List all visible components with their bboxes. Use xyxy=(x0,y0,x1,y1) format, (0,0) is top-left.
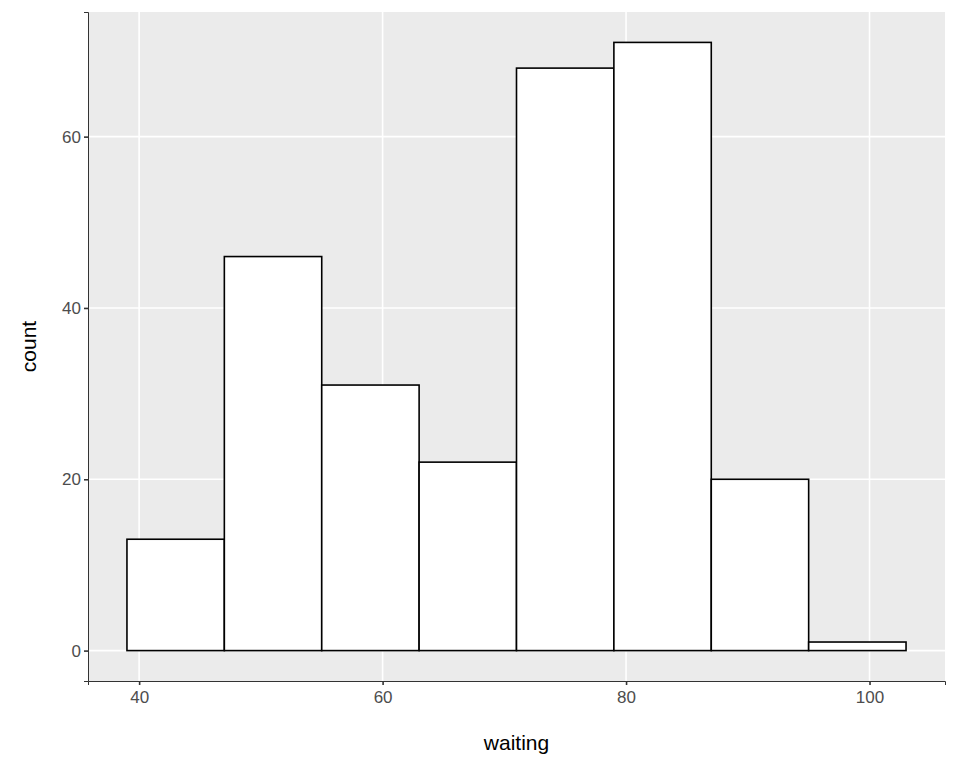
x-tick: 60 xyxy=(374,681,393,707)
plot: 40 60 80 100 0 20 40 60 xyxy=(62,12,945,707)
bars xyxy=(127,42,906,650)
x-tick: 100 xyxy=(856,681,884,707)
panel-background xyxy=(88,12,945,681)
x-tick-mark xyxy=(382,681,384,685)
histogram-bar xyxy=(127,539,224,650)
x-tick: 40 xyxy=(130,681,149,707)
x-tick-label: 80 xyxy=(617,688,636,707)
histogram-bar xyxy=(711,479,808,650)
x-tick-mark xyxy=(139,681,141,685)
x-axis-title: waiting xyxy=(483,731,549,754)
grid-line-x xyxy=(869,12,871,681)
y-tick-mark xyxy=(84,136,88,138)
y-tick: 20 xyxy=(62,470,88,489)
x-tick-mark xyxy=(626,681,628,685)
x-tick: 80 xyxy=(617,681,636,707)
histogram-bar xyxy=(224,257,321,651)
histogram-bar xyxy=(809,642,906,651)
x-tick-mark xyxy=(869,681,871,685)
histogram-bar xyxy=(322,385,419,651)
chart: 40 60 80 100 0 20 40 60 waiting count xyxy=(0,0,960,768)
y-axis: 0 20 40 60 xyxy=(62,13,88,682)
y-tick-mark xyxy=(84,650,88,652)
y-tick: 60 xyxy=(62,128,88,147)
y-tick-mark xyxy=(84,479,88,481)
y-tick-label: 0 xyxy=(72,642,81,661)
x-tick-label: 100 xyxy=(856,688,884,707)
y-tick-label: 20 xyxy=(62,470,81,489)
y-tick-mark xyxy=(84,308,88,310)
y-tick: 0 xyxy=(72,642,88,661)
x-axis-line xyxy=(89,682,946,686)
y-axis-title: count xyxy=(17,321,40,373)
y-axis-line xyxy=(84,13,89,682)
histogram-bar xyxy=(614,42,711,650)
x-axis: 40 60 80 100 xyxy=(89,681,946,707)
histogram-bar xyxy=(517,68,614,650)
y-tick-label: 60 xyxy=(62,128,81,147)
y-tick: 40 xyxy=(62,299,88,318)
x-tick-label: 60 xyxy=(374,688,393,707)
x-tick-label: 40 xyxy=(130,688,149,707)
y-tick-label: 40 xyxy=(62,299,81,318)
grid xyxy=(88,12,945,681)
histogram-bar xyxy=(419,462,516,650)
